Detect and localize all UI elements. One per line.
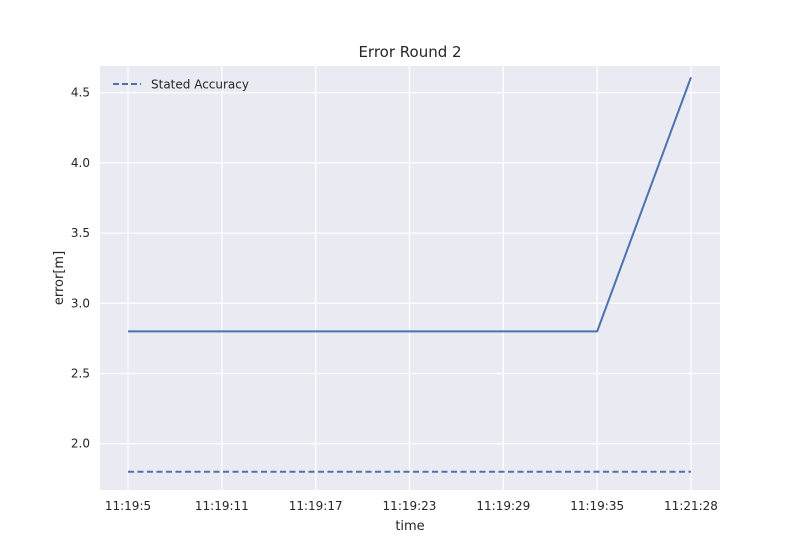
y-tick-label: 4.0 xyxy=(71,156,90,170)
series-line-error xyxy=(128,76,692,333)
legend: Stated Accuracy xyxy=(113,78,249,92)
x-tick-label: 11:19:11 xyxy=(195,499,249,513)
y-tick-label: 3.5 xyxy=(71,226,90,240)
y-tick-label: 4.5 xyxy=(71,86,90,100)
x-tick-label: 11:19:17 xyxy=(289,499,343,513)
x-tick-label: 11:19:5 xyxy=(105,499,151,513)
y-axis-label: error[m] xyxy=(52,251,67,305)
x-tick-label: 11:19:35 xyxy=(570,499,624,513)
legend-label-stated-accuracy: Stated Accuracy xyxy=(151,78,249,92)
chart-title: Error Round 2 xyxy=(358,43,461,61)
grid xyxy=(100,66,720,490)
y-tick-label: 2.5 xyxy=(71,366,90,380)
x-tick-label: 11:21:28 xyxy=(664,499,718,513)
y-tick-labels: 2.0 2.5 3.0 3.5 4.0 4.5 xyxy=(71,86,90,451)
y-tick-label: 3.0 xyxy=(71,296,90,310)
x-tick-label: 11:19:29 xyxy=(476,499,530,513)
x-tick-labels: 11:19:5 11:19:11 11:19:17 11:19:23 11:19:29 1… xyxy=(105,499,718,513)
y-tick-label: 2.0 xyxy=(71,437,90,451)
x-axis-label: time xyxy=(395,519,424,534)
series-layer xyxy=(128,76,692,473)
x-tick-label: 11:19:23 xyxy=(383,499,437,513)
